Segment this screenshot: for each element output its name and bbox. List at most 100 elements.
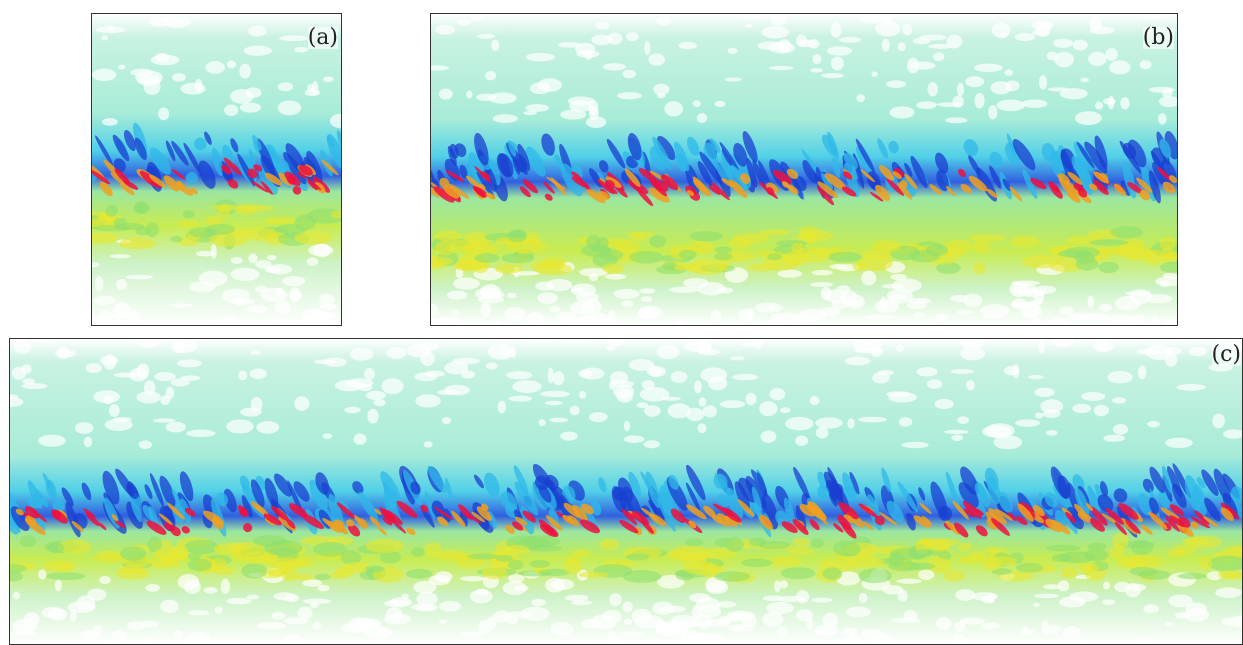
texture <box>828 251 862 263</box>
texture <box>799 504 816 517</box>
texture <box>460 370 475 379</box>
texture <box>653 83 670 96</box>
texture <box>54 579 62 592</box>
texture <box>448 183 470 199</box>
texture <box>441 416 452 425</box>
texture <box>263 513 282 526</box>
texture <box>993 435 1023 450</box>
texture <box>420 504 429 513</box>
texture <box>698 604 722 619</box>
texture <box>598 538 620 551</box>
texture <box>1025 301 1039 318</box>
texture <box>274 287 285 296</box>
texture <box>520 606 550 622</box>
texture <box>123 129 136 152</box>
texture <box>1103 98 1116 105</box>
texture <box>453 277 480 290</box>
contour-field <box>91 13 342 326</box>
texture <box>1206 571 1222 581</box>
texture <box>1094 135 1108 169</box>
texture <box>45 572 86 581</box>
texture <box>760 430 777 443</box>
texture <box>475 588 489 596</box>
texture <box>649 234 667 248</box>
texture <box>835 571 861 586</box>
texture <box>656 344 680 360</box>
texture <box>1220 507 1234 522</box>
texture <box>154 52 170 62</box>
texture <box>495 555 513 562</box>
texture <box>85 362 102 374</box>
texture <box>1129 314 1146 326</box>
texture <box>317 584 330 592</box>
texture <box>340 549 362 565</box>
texture <box>271 611 286 620</box>
texture <box>405 568 433 579</box>
texture <box>473 474 484 489</box>
texture <box>91 233 119 244</box>
texture <box>897 182 913 200</box>
texture <box>966 379 975 391</box>
texture <box>885 80 907 88</box>
texture <box>247 168 258 179</box>
texture <box>484 291 505 299</box>
texture <box>1118 502 1139 520</box>
texture <box>810 68 824 73</box>
texture <box>22 378 36 385</box>
panel-label: (a) <box>307 25 338 50</box>
texture <box>946 34 963 49</box>
texture <box>771 312 799 319</box>
texture <box>843 152 858 170</box>
texture <box>106 313 132 319</box>
texture <box>1010 235 1040 248</box>
texture <box>817 181 839 199</box>
texture <box>638 305 663 319</box>
texture <box>1172 483 1187 509</box>
texture <box>757 41 786 51</box>
texture <box>1021 99 1048 108</box>
texture <box>535 475 549 491</box>
texture <box>771 555 802 568</box>
texture <box>239 102 262 113</box>
texture <box>640 296 653 303</box>
texture <box>570 300 595 315</box>
texture <box>1033 285 1057 294</box>
texture <box>1136 348 1161 355</box>
texture <box>430 317 449 325</box>
texture <box>30 493 44 509</box>
texture <box>382 517 393 526</box>
texture <box>810 538 824 549</box>
texture <box>897 42 906 52</box>
texture <box>602 238 632 248</box>
texture <box>427 465 447 494</box>
texture <box>204 131 212 145</box>
texture <box>530 260 565 272</box>
texture <box>179 471 194 502</box>
texture <box>87 588 107 601</box>
texture <box>85 511 100 527</box>
texture <box>878 164 895 181</box>
texture <box>32 338 53 344</box>
texture <box>181 526 190 534</box>
texture <box>171 168 186 180</box>
texture <box>445 170 465 183</box>
texture <box>810 282 834 287</box>
texture <box>822 567 843 580</box>
texture <box>283 617 309 625</box>
texture <box>881 467 892 493</box>
texture <box>149 174 166 188</box>
texture <box>565 594 589 602</box>
texture <box>282 275 306 287</box>
texture <box>430 183 440 199</box>
texture <box>1009 186 1023 202</box>
texture <box>1188 346 1208 357</box>
texture <box>126 501 143 529</box>
texture <box>639 386 670 402</box>
texture <box>373 399 386 407</box>
texture <box>274 300 291 315</box>
texture <box>144 484 153 500</box>
texture <box>811 269 833 276</box>
texture <box>438 88 453 100</box>
texture <box>943 570 965 582</box>
texture <box>724 77 742 82</box>
